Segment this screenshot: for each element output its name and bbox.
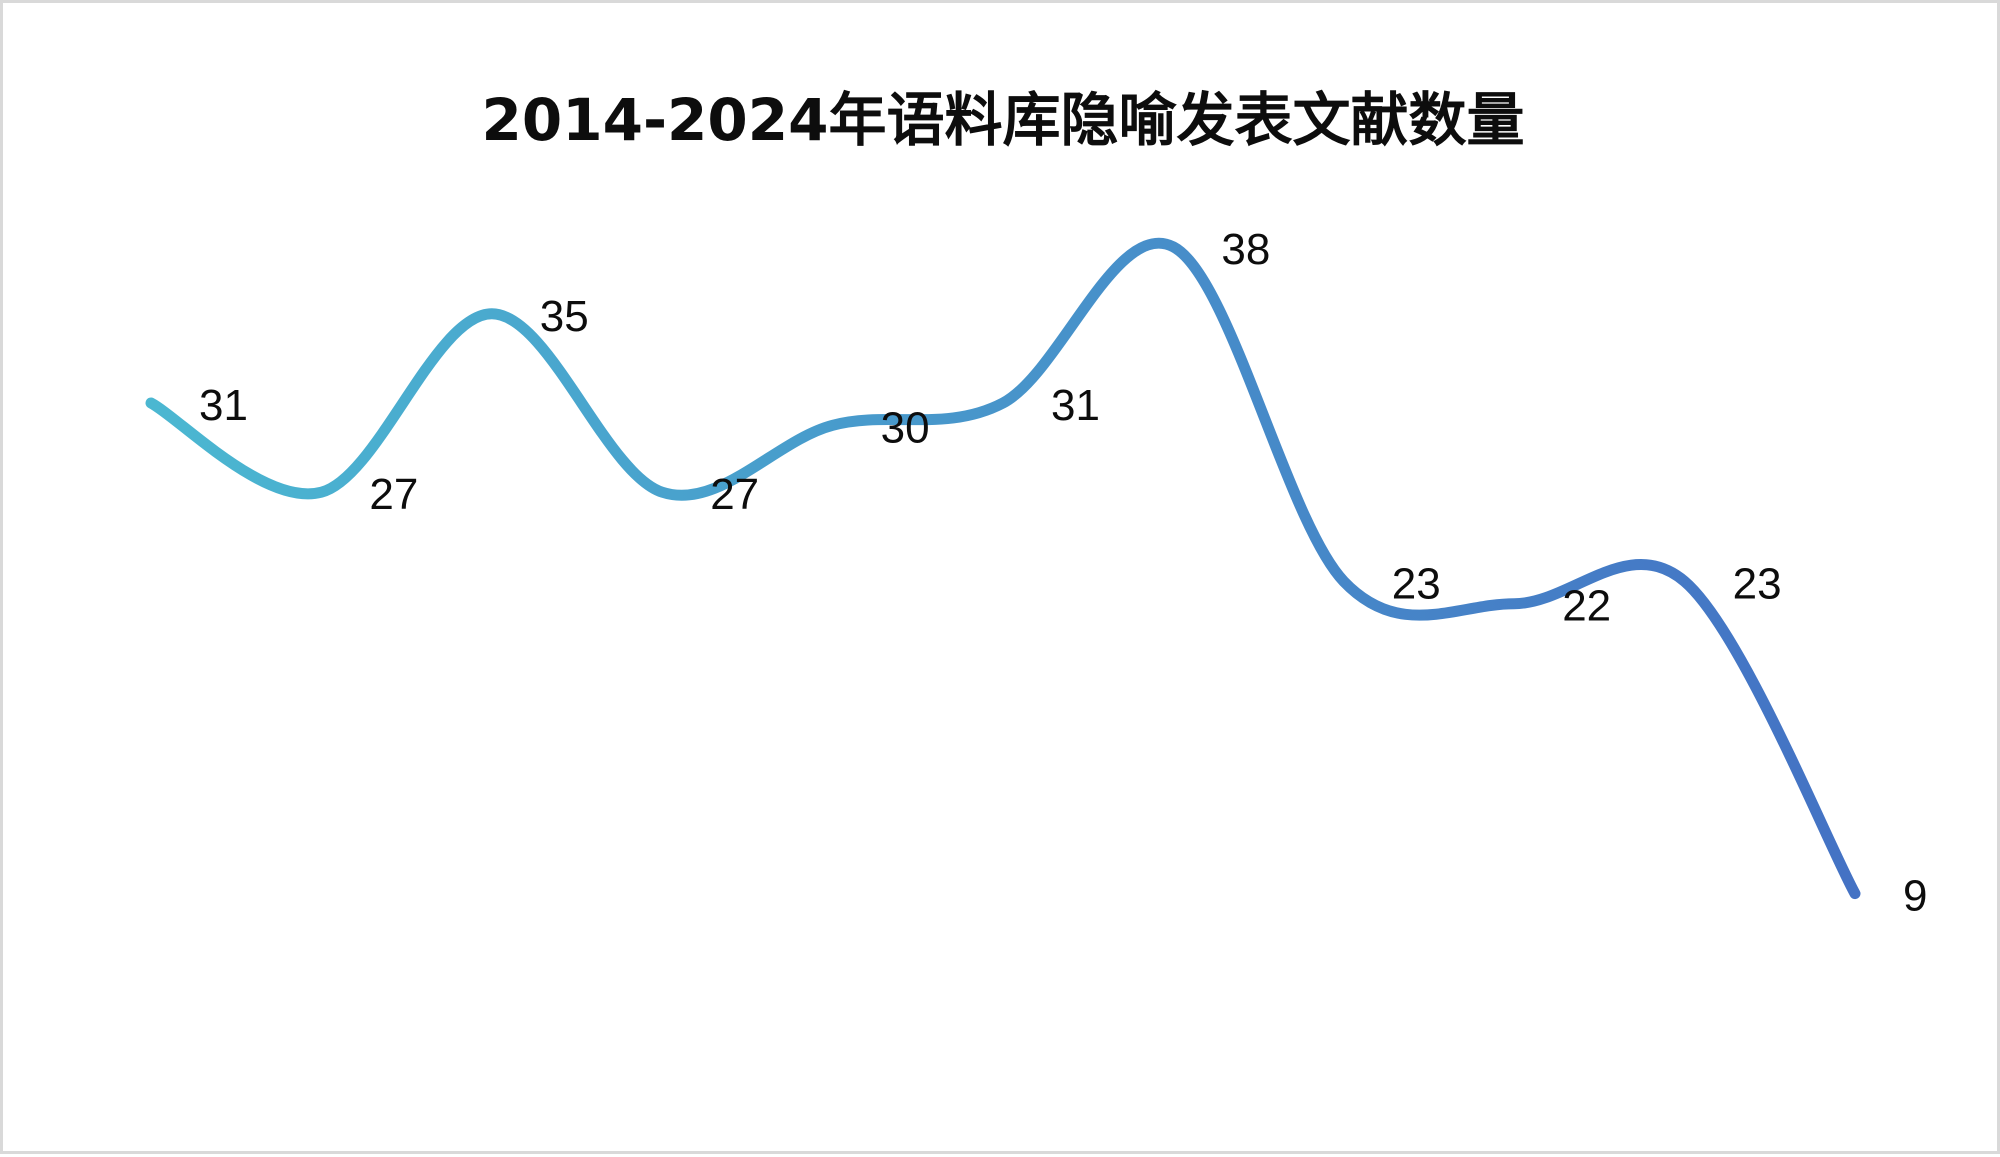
data-label-2023: 23 bbox=[1733, 559, 1782, 608]
data-label-2022: 22 bbox=[1562, 582, 1611, 631]
data-label-2014: 31 bbox=[199, 381, 248, 430]
line-chart: 2014-2024年语料库隐喻发表文献数量 31 27 35 27 30 31 38 23 22… bbox=[145, 86, 1927, 921]
data-labels: 31 27 35 27 30 31 38 23 22 23 9 bbox=[199, 225, 1927, 921]
data-label-2018: 30 bbox=[881, 403, 930, 452]
data-label-2024: 9 bbox=[1903, 872, 1927, 921]
data-label-2016: 35 bbox=[540, 292, 589, 341]
data-label-2015: 27 bbox=[369, 470, 418, 519]
data-label-2020: 38 bbox=[1221, 225, 1270, 274]
data-label-2017: 27 bbox=[710, 470, 759, 519]
data-label-2021: 23 bbox=[1392, 559, 1441, 608]
data-label-2019: 31 bbox=[1051, 381, 1100, 430]
chart-title: 2014-2024年语料库隐喻发表文献数量 bbox=[482, 86, 1525, 154]
series-line bbox=[145, 237, 1861, 900]
